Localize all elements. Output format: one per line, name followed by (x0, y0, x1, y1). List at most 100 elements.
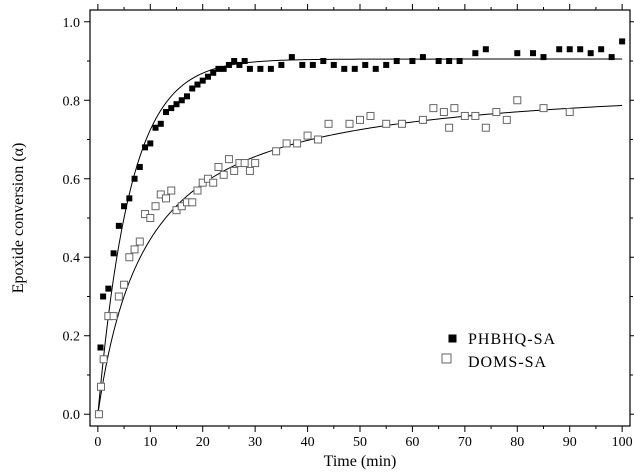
point-phbhq-sa (173, 101, 180, 108)
point-doms-sa (429, 104, 438, 113)
y-tick-label: 0.4 (63, 251, 81, 266)
fit-curves (97, 58, 623, 415)
point-phbhq-sa (142, 144, 149, 151)
point-phbhq-sa (288, 54, 295, 61)
point-doms-sa (214, 162, 223, 171)
point-phbhq-sa (110, 250, 117, 257)
point-doms-sa (209, 178, 218, 187)
point-phbhq-sa (147, 140, 154, 147)
point-doms-sa (125, 253, 134, 262)
point-phbhq-sa (435, 58, 442, 65)
point-phbhq-sa (409, 58, 416, 65)
legend-label-phbhq-sa: PHBHQ-SA (468, 331, 556, 348)
point-phbhq-sa (362, 61, 369, 68)
point-doms-sa (219, 170, 228, 179)
x-tick-label: 60 (405, 435, 419, 450)
point-doms-sa (439, 108, 448, 117)
point-phbhq-sa (126, 195, 133, 202)
point-phbhq-sa (220, 65, 227, 72)
point-doms-sa (272, 147, 281, 156)
y-tick-label: 0.0 (63, 408, 81, 423)
point-phbhq-sa (194, 81, 201, 88)
point-doms-sa (99, 355, 108, 364)
point-doms-sa (397, 119, 406, 128)
legend-label-doms-sa: DOMS-SA (468, 354, 547, 371)
point-phbhq-sa (267, 65, 274, 72)
point-doms-sa (151, 202, 160, 211)
point-phbhq-sa (540, 54, 547, 61)
point-doms-sa (240, 159, 249, 168)
point-doms-sa (492, 108, 501, 117)
point-doms-sa (114, 292, 123, 301)
x-tick-label: 80 (510, 435, 524, 450)
point-phbhq-sa (419, 54, 426, 61)
point-phbhq-sa (183, 93, 190, 100)
fit-curve-1 (97, 104, 623, 415)
point-doms-sa (193, 186, 202, 195)
point-phbhq-sa (163, 109, 170, 116)
legend-marker-doms-sa (441, 353, 452, 364)
x-tick-label: 10 (143, 435, 157, 450)
point-doms-sa (167, 186, 176, 195)
data-points (94, 38, 626, 419)
point-phbhq-sa (204, 73, 211, 80)
point-phbhq-sa (341, 65, 348, 72)
point-phbhq-sa (372, 65, 379, 72)
point-doms-sa (293, 139, 302, 148)
point-phbhq-sa (115, 222, 122, 229)
plot-frame (89, 9, 631, 427)
x-tick-label: 90 (563, 435, 577, 450)
point-doms-sa (230, 166, 239, 175)
point-phbhq-sa (383, 61, 390, 68)
point-phbhq-sa (566, 46, 573, 53)
legend-marker-phbhq-sa (448, 334, 457, 343)
point-phbhq-sa (100, 293, 107, 300)
point-doms-sa (251, 159, 260, 168)
point-doms-sa (460, 111, 469, 120)
x-tick-label: 100 (612, 435, 633, 450)
point-phbhq-sa (152, 124, 159, 131)
point-phbhq-sa (215, 65, 222, 72)
point-doms-sa (224, 155, 233, 164)
point-doms-sa (162, 194, 171, 203)
x-tick-label: 50 (353, 435, 367, 450)
point-doms-sa (345, 119, 354, 128)
y-axis-label: Epoxide conversion (α) (10, 143, 27, 294)
point-doms-sa (130, 245, 139, 254)
point-doms-sa (565, 108, 574, 117)
point-phbhq-sa (482, 46, 489, 53)
point-phbhq-sa (598, 46, 605, 53)
point-doms-sa (245, 166, 254, 175)
x-tick-label: 70 (458, 435, 472, 450)
x-tick-label: 40 (301, 435, 315, 450)
point-phbhq-sa (320, 58, 327, 65)
point-phbhq-sa (257, 65, 264, 72)
point-phbhq-sa (121, 203, 128, 210)
point-phbhq-sa (168, 105, 175, 112)
y-tick-labels: 0.0 0.2 0.4 0.6 0.8 1.0 (63, 16, 81, 423)
point-doms-sa (445, 123, 454, 132)
axis-ticks (84, 4, 634, 432)
point-doms-sa (481, 123, 490, 132)
point-phbhq-sa (105, 285, 112, 292)
point-phbhq-sa (246, 65, 253, 72)
point-phbhq-sa (587, 50, 594, 57)
point-phbhq-sa (210, 69, 217, 76)
point-phbhq-sa (157, 120, 164, 127)
point-phbhq-sa (472, 50, 479, 57)
point-phbhq-sa (577, 46, 584, 53)
x-tick-label: 30 (248, 435, 262, 450)
point-doms-sa (382, 119, 391, 128)
point-phbhq-sa (608, 54, 615, 61)
point-doms-sa (324, 119, 333, 128)
x-tick-label: 0 (94, 435, 101, 450)
point-phbhq-sa (189, 85, 196, 92)
point-doms-sa (513, 96, 522, 105)
point-doms-sa (188, 198, 197, 207)
x-axis-label: Time (min) (324, 453, 397, 470)
point-doms-sa (366, 111, 375, 120)
point-doms-sa (356, 115, 364, 124)
point-phbhq-sa (530, 50, 537, 57)
point-phbhq-sa (178, 97, 185, 104)
